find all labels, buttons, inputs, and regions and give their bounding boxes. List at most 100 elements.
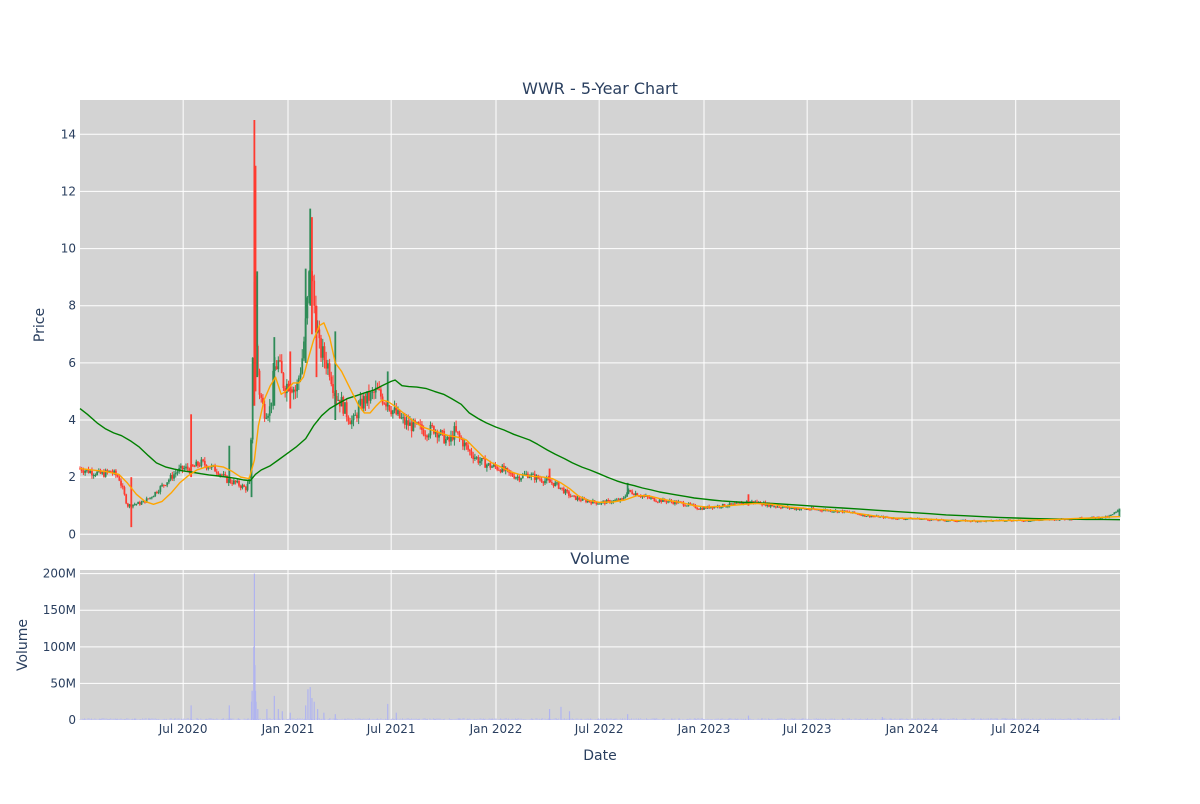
price-candle-body (145, 498, 148, 503)
price-candle-body (455, 426, 458, 432)
price-candle-body (263, 403, 266, 419)
price-candle-body (697, 508, 700, 510)
price-candle-body (646, 495, 649, 498)
price-candle-body (578, 497, 581, 500)
volume-tick-label: 150M (43, 603, 76, 617)
price-candle-body (345, 402, 348, 418)
price-candle-body (957, 520, 960, 522)
price-candle-body (944, 520, 946, 522)
price-candle-body (479, 461, 481, 463)
price-candle-body (566, 489, 569, 492)
price-candle-body (728, 503, 731, 506)
price-candle-body (633, 493, 635, 496)
price-candle-body (103, 472, 105, 477)
price-candle-body (397, 410, 399, 415)
price-candle-body (167, 479, 170, 483)
price-candle-body (585, 499, 587, 503)
price-candle-body (101, 472, 104, 474)
price-candle-body (798, 509, 801, 511)
price-candle-body (378, 389, 381, 391)
price-candle-body (501, 465, 504, 473)
price-candle-body (474, 457, 476, 459)
price-candle-body (694, 505, 697, 509)
price-candle-body (480, 458, 483, 462)
price-candle-body (275, 366, 278, 370)
price-candle-body (217, 473, 220, 475)
price-candle-body (448, 437, 451, 442)
price-candle-body (268, 406, 271, 416)
price-tick-label: 12 (61, 184, 76, 198)
price-candle-body (87, 469, 90, 473)
price-candle-body (444, 439, 447, 444)
price-candle-body (622, 498, 625, 500)
price-candle-body (422, 429, 425, 436)
price-candle-body (366, 391, 369, 404)
price-candle-body (742, 502, 745, 505)
price-candle-body (521, 474, 524, 479)
price-candle-body (84, 470, 87, 473)
price-candle-body (277, 360, 280, 370)
price-candle-body (554, 482, 557, 487)
price-candle-body (865, 516, 868, 518)
price-candle-body (385, 403, 387, 407)
price-candle-body (434, 430, 437, 434)
price-chart-title: WWR - 5-Year Chart (522, 79, 678, 98)
price-candle-body (120, 480, 122, 486)
price-candle-body (711, 507, 714, 509)
price-candle-body (581, 498, 584, 501)
price-axis-label: Price (32, 308, 48, 342)
price-candle-body (774, 506, 777, 508)
price-candle-body (303, 341, 305, 359)
price-candle-body (232, 480, 235, 484)
price-candle-body (588, 500, 591, 502)
price-candle-body (185, 466, 187, 469)
price-candle-body (947, 520, 950, 522)
price-candle-body (161, 484, 163, 487)
price-candle-body (291, 389, 293, 393)
price-candle-body (265, 417, 268, 419)
price-candle-body (655, 501, 658, 503)
price-candle-body (282, 373, 285, 389)
volume-tick-label: 0 (68, 713, 76, 727)
volume-chart-title: Volume (570, 549, 630, 568)
price-candle-body (436, 430, 439, 438)
price-candle-body (467, 445, 469, 450)
price-candle-body (976, 521, 979, 523)
volume-tick-label: 100M (43, 640, 76, 654)
price-candle-body (126, 503, 129, 507)
price-candle-body (313, 280, 316, 306)
price-candle-body (239, 485, 242, 488)
price-candle-body (424, 435, 427, 437)
price-candle-body (725, 506, 728, 508)
price-candle-body (540, 479, 543, 482)
price-candle-body (1070, 519, 1073, 521)
price-candle-body (906, 518, 909, 520)
price-candle-body (807, 509, 810, 511)
price-candle-body (364, 396, 367, 404)
price-candle-body (357, 404, 360, 419)
price-candle-body (176, 471, 179, 473)
price-candle-body (162, 484, 165, 486)
price-candle-body (118, 476, 121, 481)
price-candle-body (591, 500, 594, 504)
price-candle-body (347, 417, 350, 422)
price-candle-body (140, 502, 143, 505)
price-candle-body (166, 482, 169, 486)
price-candle-body (564, 489, 567, 494)
price-candle-body (398, 410, 401, 418)
price-candle-body (704, 507, 707, 509)
price-candle-body (699, 508, 702, 510)
price-candle-body (492, 464, 495, 467)
price-candle-body (468, 449, 471, 452)
price-candle-body (308, 271, 310, 298)
price-candle-body (937, 520, 940, 522)
price-candle-body (660, 499, 663, 503)
price-candle-body (723, 503, 726, 507)
price-candle-body (956, 521, 958, 523)
price-candle-body (597, 503, 599, 505)
price-candle-body (1099, 517, 1102, 519)
price-candle-body (844, 510, 847, 512)
price-candle-body (571, 495, 574, 497)
price-candle-body (761, 504, 764, 506)
price-candle-body (790, 508, 793, 510)
